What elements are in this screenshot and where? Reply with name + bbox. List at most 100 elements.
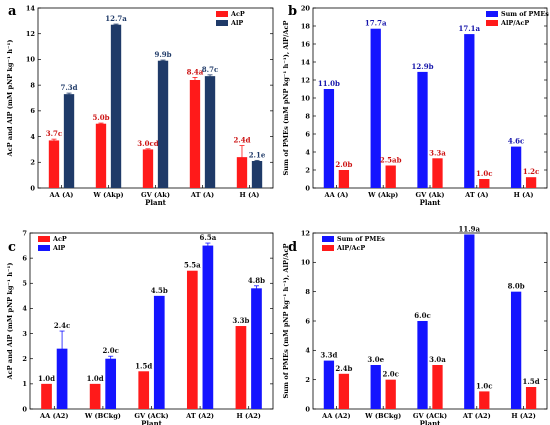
legend-swatch [486, 11, 498, 17]
data-label: 7.3d [60, 83, 77, 92]
data-label: 12.9b [412, 62, 434, 71]
bar-acp [95, 123, 107, 188]
bar-alp-acp [385, 379, 396, 409]
y-tick-label: 0 [305, 405, 310, 413]
bar-alp-acp [385, 165, 396, 188]
y-tick-label: 8 [305, 112, 310, 120]
bar-acp [189, 80, 201, 188]
legend-label: Sum of PMEs [501, 10, 549, 18]
data-label: 1.0d [87, 374, 104, 383]
x-tick-label: AT (A2) [462, 412, 491, 420]
x-tick-label: H (A2) [511, 412, 535, 420]
x-tick-label: AT (A2) [185, 412, 214, 420]
y-tick-label: 18 [301, 22, 311, 30]
bar-sum-of-pmes [464, 234, 475, 409]
data-label: 8.0b [508, 282, 525, 291]
data-label: 9.9b [154, 50, 171, 59]
y-tick-label: 14 [301, 58, 311, 66]
data-label: 8.7c [202, 65, 218, 74]
bar-acp [41, 383, 52, 409]
bar-alp [63, 94, 75, 188]
data-label: 3.3d [320, 351, 337, 360]
x-tick-label: W (Akp) [367, 191, 398, 199]
x-axis-label: Plant [420, 198, 442, 207]
x-axis-label: Plant [145, 198, 167, 207]
bar-sum-of-pmes [323, 89, 335, 188]
bar-acp [89, 383, 101, 409]
y-tick-label: 2 [22, 355, 27, 363]
data-label: 4.5b [151, 286, 168, 295]
legend-swatch [216, 20, 228, 26]
bar-alp-acp [432, 158, 443, 188]
bar-alp [202, 245, 214, 409]
data-label: 11.9a [459, 224, 481, 233]
y-tick-label: 8 [305, 288, 310, 296]
data-label: 1.0c [476, 381, 492, 390]
y-tick-label: 1 [22, 380, 27, 388]
y-axis-label: AcP and AlP (mM pNP kg⁻¹ h⁻¹) [6, 263, 14, 381]
x-tick-label: GV (ACk) [134, 412, 168, 420]
legend-label: AlP [230, 19, 243, 27]
data-label: 3.3a [429, 148, 446, 157]
y-tick-label: 4 [305, 148, 310, 156]
y-tick-label: 2 [305, 376, 310, 384]
legend-label: AcP [230, 10, 245, 18]
y-tick-label: 6 [305, 317, 310, 325]
panel-letter: c [8, 240, 16, 255]
legend-swatch [38, 245, 50, 251]
bar-alp-acp [338, 170, 350, 188]
data-label: 1.5d [523, 377, 540, 386]
x-tick-label: W (BCkg) [364, 412, 401, 420]
bar-sum-of-pmes [464, 34, 475, 188]
bar-alp [251, 288, 262, 409]
data-label: 5.0b [92, 113, 109, 122]
bar-acp [142, 149, 154, 188]
bar-alp [153, 295, 165, 409]
y-tick-label: 20 [301, 4, 311, 12]
y-tick-label: 6 [305, 130, 310, 138]
y-tick-label: 4 [22, 305, 27, 313]
data-label: 6.5a [200, 233, 217, 242]
bar-sum-of-pmes [370, 365, 381, 409]
x-tick-label: GV (Ak) [416, 191, 445, 199]
x-tick-label: AA (A) [49, 191, 74, 199]
y-tick-label: 6 [30, 107, 35, 115]
data-label: 3.0cd [137, 139, 158, 148]
y-tick-label: 12 [26, 30, 35, 38]
x-tick-label: W (BCkg) [84, 412, 121, 420]
data-label: 1.0d [38, 374, 55, 383]
x-tick-label: AA (A2) [39, 412, 68, 420]
bar-alp [204, 76, 216, 188]
legend-label: AlP/AcP [500, 19, 529, 27]
x-tick-label: H (A) [514, 191, 534, 199]
panel-letter: a [8, 4, 17, 19]
bar-sum-of-pmes [510, 146, 522, 188]
data-label: 2.0c [102, 346, 118, 355]
x-tick-label: AT (A) [464, 191, 488, 199]
y-tick-label: 12 [301, 229, 310, 237]
y-tick-label: 7 [22, 229, 27, 237]
x-tick-label: AT (A) [190, 191, 214, 199]
bar-alp [251, 161, 263, 188]
y-tick-label: 0 [305, 184, 310, 192]
y-axis-label: Sum of PMEs (mM pNP kg⁻¹ h⁻¹), AlP/AcP [282, 20, 290, 175]
data-label: 4.6c [508, 137, 524, 146]
bar-alp-acp [479, 391, 490, 409]
legend-swatch [38, 236, 50, 242]
y-tick-label: 10 [301, 94, 311, 102]
legend-swatch [322, 245, 334, 251]
data-label: 3.0e [367, 355, 384, 364]
bar-alp [157, 60, 169, 188]
data-label: 2.0b [335, 160, 352, 169]
panel-a: a 0 2 4 6 8 10 12 14 AA (A) 3.7c 7.3d W (Akp) 5.0b 12.… [6, 4, 274, 207]
legend-swatch [486, 20, 498, 26]
legend-swatch [322, 236, 334, 242]
data-label: 2.5ab [380, 156, 402, 165]
y-tick-label: 4 [305, 347, 310, 355]
y-tick-label: 5 [22, 280, 27, 288]
